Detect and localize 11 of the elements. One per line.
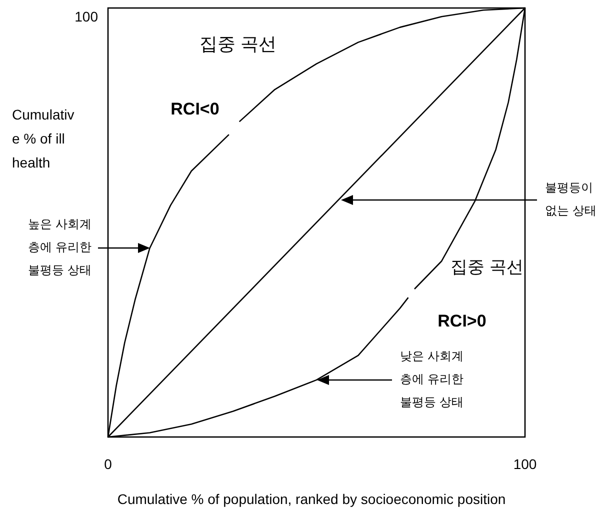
annotation: 낮은 사회계층에 유리한 불평등 상태 (400, 349, 464, 410)
text: 불평등이 없는 상태 (545, 180, 596, 218)
x-tick-label: 0 (104, 456, 112, 472)
annotation: RCI<0 (170, 99, 220, 118)
text: 100 (74, 8, 98, 25)
annotation: 집중 곡선 (199, 34, 277, 54)
y-axis-title: Cumulative % of ill health (12, 106, 74, 171)
text: 높은 사회계층에 유리한 불평등 상태 (28, 217, 92, 278)
x-axis-title: Cumulative % of population, ranked by socioeconomic position (117, 491, 506, 507)
annotation: RCI>0 (438, 311, 486, 330)
annotation: 집중 곡선 (450, 257, 524, 276)
